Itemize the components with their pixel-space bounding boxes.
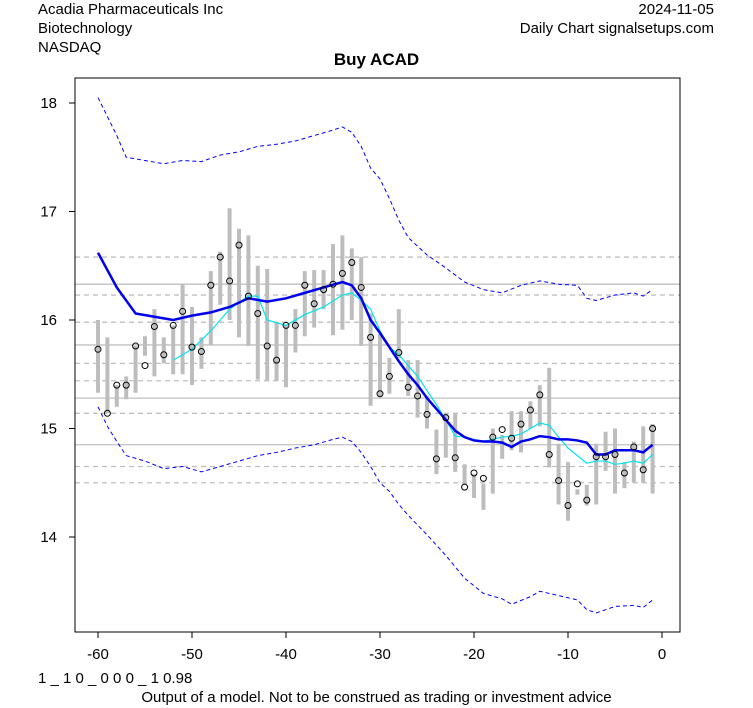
close-point: [423, 410, 431, 418]
close-point: [169, 321, 177, 329]
close-point: [357, 283, 365, 291]
disclaimer: Output of a model. Not to be construed a…: [141, 689, 612, 706]
close-point: [592, 453, 600, 461]
close-point: [103, 409, 111, 417]
x-tick-label: -10: [557, 646, 579, 663]
x-tick-label: -60: [87, 646, 109, 663]
x-tick-label: -50: [181, 646, 203, 663]
close-point: [508, 434, 516, 442]
upper-band-line: [97, 97, 653, 301]
close-point: [376, 390, 384, 398]
close-point: [150, 323, 158, 331]
close-point: [414, 392, 422, 400]
close-point: [573, 480, 581, 488]
close-point: [122, 381, 130, 389]
y-tick-label: 15: [40, 421, 57, 438]
close-point: [291, 321, 299, 329]
close-point: [564, 502, 572, 510]
close-point: [649, 425, 657, 432]
close-point: [461, 483, 469, 491]
close-point: [244, 292, 252, 300]
y-tick-label: 16: [40, 312, 57, 329]
close-point: [320, 286, 328, 294]
x-tick-label: -20: [463, 646, 485, 663]
close-point: [526, 406, 534, 414]
fast-moving-average-line: [172, 292, 654, 465]
lower-band-line: [97, 406, 653, 614]
chart-source: Daily Chart signalsetups.com: [519, 20, 714, 37]
close-point: [395, 349, 403, 357]
close-point: [442, 414, 450, 422]
x-tick-label: -30: [369, 646, 391, 663]
close-point: [338, 269, 346, 277]
plot-frame: [74, 77, 681, 633]
close-point: [141, 362, 149, 370]
close-point: [207, 281, 215, 289]
close-point: [197, 347, 205, 355]
close-point: [545, 451, 553, 459]
close-point: [630, 443, 638, 451]
close-point: [555, 477, 563, 485]
x-tick-label: 0: [658, 646, 666, 663]
moving-average-line: [96, 252, 654, 456]
close-point: [282, 321, 290, 329]
company-name: Acadia Pharmaceuticals Inc: [38, 1, 224, 18]
close-point: [620, 469, 628, 477]
close-point: [489, 433, 497, 441]
close-point: [216, 253, 224, 261]
close-point: [611, 451, 619, 459]
close-point: [348, 258, 356, 266]
y-tick-label: 17: [40, 204, 57, 221]
close-point: [179, 307, 187, 315]
close-point: [470, 469, 478, 477]
exchange-label: NASDAQ: [38, 39, 102, 56]
sector-label: Biotechnology: [38, 20, 133, 37]
close-point: [263, 342, 271, 350]
close-point: [639, 466, 647, 474]
close-point: [160, 351, 168, 359]
y-tick-label: 14: [40, 529, 57, 546]
close-point: [188, 343, 196, 351]
close-point: [113, 381, 121, 389]
close-point: [132, 342, 140, 350]
chart-title: Buy ACAD: [333, 50, 420, 69]
x-tick-label: -40: [275, 646, 297, 663]
close-point: [479, 474, 487, 482]
close-point: [602, 453, 610, 461]
close-point: [385, 372, 393, 380]
close-point: [273, 356, 281, 364]
close-point: [367, 333, 375, 341]
close-point: [254, 309, 262, 317]
y-tick-label: 18: [40, 95, 57, 112]
close-point: [329, 280, 337, 288]
close-point: [301, 281, 309, 289]
close-point: [235, 241, 243, 249]
close-point: [451, 454, 459, 462]
close-point: [226, 277, 234, 285]
model-code: 1 _ 1 0 _ 0 0 0 _ 1 0.98: [38, 670, 193, 687]
close-point: [432, 455, 440, 463]
chart-date: 2024-11-05: [638, 1, 714, 18]
close-point: [536, 391, 544, 399]
close-point: [517, 420, 525, 428]
close-point: [310, 300, 318, 308]
close-point: [498, 426, 506, 434]
close-point: [94, 345, 102, 353]
close-point: [583, 496, 591, 504]
close-point: [404, 383, 412, 391]
